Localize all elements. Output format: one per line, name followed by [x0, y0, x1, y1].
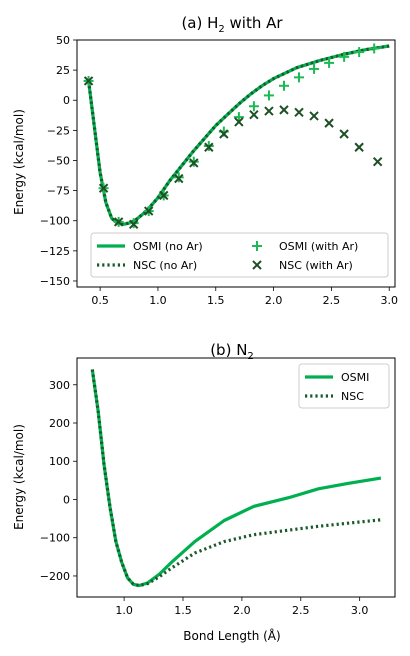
- plus-marker: [354, 47, 365, 58]
- plus-marker: [248, 101, 259, 112]
- legend-box: [90, 232, 389, 278]
- plus-marker: [278, 80, 289, 91]
- legend-label: OSMI (no Ar): [133, 240, 203, 253]
- legend-label: NSC: [341, 390, 364, 403]
- x-tick-label: 2.5: [292, 604, 310, 617]
- plus-marker: [294, 72, 305, 83]
- x-tick-label: 2.0: [265, 294, 283, 307]
- x-marker: [249, 109, 259, 120]
- series-line-nsc: [90, 369, 382, 588]
- y-tick-label: 300: [49, 379, 70, 392]
- x-marker: [174, 173, 184, 184]
- plus-marker: [339, 51, 350, 62]
- panel-a: (a) H2 with Ar Energy (kcal/mol) 0.5 1.0 1…: [12, 14, 398, 307]
- x-tick-label: 3.0: [380, 294, 398, 307]
- x-tick-label: 1.5: [174, 604, 192, 617]
- x-marker: [279, 105, 289, 115]
- x-tick-label: 1.0: [149, 294, 167, 307]
- x-tick-label: 0.5: [91, 294, 109, 307]
- panel-b-plot-area: 1.0 1.5 2.0 2.5 3.0 300 200 100 0 −100 −200 OSMI NSC: [40, 357, 396, 617]
- panel-b-title: (b) N2: [210, 341, 254, 362]
- y-tick-label: 25: [56, 64, 70, 77]
- x-marker: [324, 118, 334, 128]
- panel-a-plot-area: 0.5 1.0 1.5 2.0 2.5 3.0 50 25 0 −25 −50 −75 −100 −125…: [40, 34, 398, 307]
- plus-marker: [309, 63, 320, 74]
- x-marker: [189, 158, 199, 168]
- y-tick-label: −25: [47, 124, 70, 137]
- x-marker: [113, 217, 124, 227]
- x-marker: [354, 142, 364, 152]
- x-tick-label: 2.0: [233, 604, 251, 617]
- legend-label: NSC (with Ar): [279, 259, 353, 272]
- panel-b: (b) N2 Energy (kcal/mol) Bond Length (Å)…: [12, 341, 396, 643]
- legend: OSMI (no Ar) NSC (no Ar) OSMI (with Ar) NSC…: [90, 232, 389, 278]
- y-tick-label: 0: [63, 493, 70, 506]
- panel-b-xlabel: Bond Length (Å): [183, 628, 280, 643]
- y-tick-label: 200: [49, 417, 70, 430]
- x-marker: [339, 129, 349, 139]
- y-tick-label: −200: [40, 570, 70, 583]
- y-tick-label: 50: [56, 34, 70, 47]
- y-tick-label: −75: [47, 185, 70, 198]
- x-marker: [128, 219, 139, 230]
- x-marker: [204, 142, 214, 152]
- plot-frame: [76, 357, 396, 598]
- x-marker: [264, 106, 274, 116]
- plus-marker: [233, 112, 244, 123]
- y-tick-label: −125: [40, 245, 70, 258]
- x-tick-label: 1.5: [207, 294, 225, 307]
- x-marker: [234, 117, 244, 127]
- x-marker: [309, 111, 319, 121]
- panel-a-title: (a) H2 with Ar: [181, 14, 283, 35]
- legend-label: OSMI (with Ar): [279, 240, 358, 253]
- x-marker: [294, 107, 304, 117]
- x-marker: [143, 206, 154, 216]
- panel-b-ylabel: Energy (kcal/mol): [12, 424, 26, 530]
- y-tick-label: −100: [40, 532, 70, 545]
- x-tick-label: 3.0: [351, 604, 369, 617]
- x-marker: [159, 190, 169, 201]
- y-tick-label: 100: [49, 455, 70, 468]
- y-tick-label: −100: [40, 215, 70, 228]
- x-tick-label: 2.5: [323, 294, 341, 307]
- x-marker: [372, 156, 383, 167]
- y-tick-label: −50: [47, 154, 70, 167]
- plus-marker: [324, 57, 335, 68]
- legend-swatch: [252, 241, 262, 251]
- legend-label: NSC (no Ar): [133, 259, 197, 272]
- x-tick-label: 1.0: [115, 604, 133, 617]
- x-marker: [98, 183, 109, 193]
- legend: OSMI NSC: [298, 363, 390, 409]
- y-tick-label: −150: [40, 275, 70, 288]
- plus-marker: [263, 90, 274, 101]
- legend-label: OSMI: [341, 371, 369, 384]
- legend-swatch: [252, 260, 262, 270]
- panel-a-ylabel: Energy (kcal/mol): [12, 109, 26, 215]
- y-tick-label: 0: [63, 94, 70, 107]
- x-marker: [219, 129, 229, 139]
- plus-marker: [369, 43, 380, 54]
- plot-frame: [76, 39, 396, 288]
- x-marker: [83, 76, 94, 86]
